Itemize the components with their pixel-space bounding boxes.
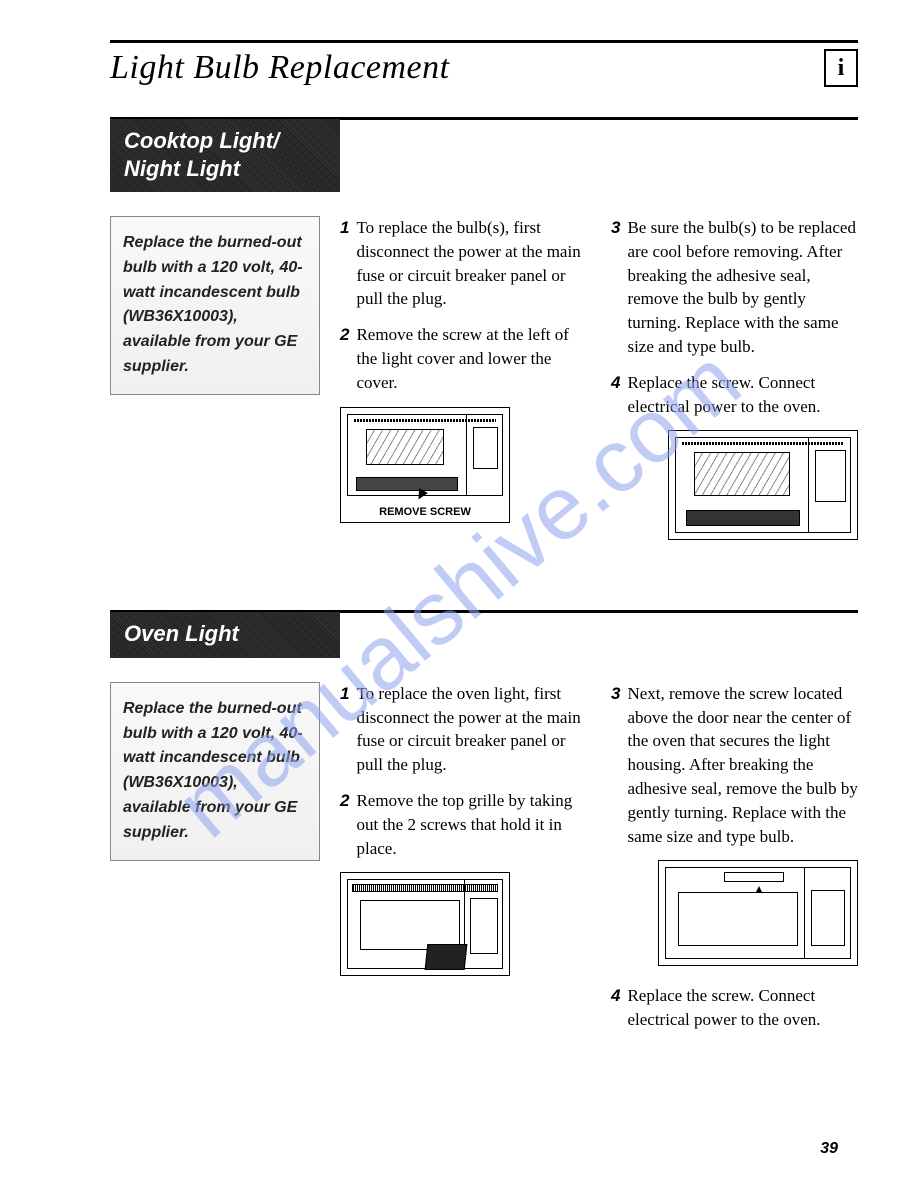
step-3: 3 Next, remove the screw located above t… bbox=[611, 682, 858, 849]
info-icon-glyph: i bbox=[838, 55, 845, 82]
step-num: 1 bbox=[340, 682, 349, 777]
step-text: To replace the oven light, first disconn… bbox=[356, 682, 587, 777]
sidebar: Replace the burned-out bulb with a 120 v… bbox=[110, 216, 320, 550]
section-cooktop: Cooktop Light/ Night Light Replace the b… bbox=[110, 117, 858, 550]
step-text: Remove the screw at the left of the ligh… bbox=[356, 323, 587, 394]
step-num: 4 bbox=[611, 371, 620, 419]
diagram-top-screw bbox=[658, 860, 858, 966]
step-1: 1 To replace the oven light, first disco… bbox=[340, 682, 587, 777]
sidebar: Replace the burned-out bulb with a 120 v… bbox=[110, 682, 320, 1044]
section-body: Replace the burned-out bulb with a 120 v… bbox=[110, 682, 858, 1044]
note-box: Replace the burned-out bulb with a 120 v… bbox=[110, 682, 320, 861]
diagram-caption: REMOVE SCREW bbox=[341, 502, 509, 522]
step-text: Remove the top grille by taking out the … bbox=[356, 789, 587, 860]
page-number: 39 bbox=[820, 1140, 838, 1158]
top-rule bbox=[110, 40, 858, 43]
col-left: 1 To replace the bulb(s), first disconne… bbox=[340, 216, 587, 550]
section-header-cooktop: Cooktop Light/ Night Light bbox=[110, 119, 340, 192]
step-4: 4 Replace the screw. Connect electrical … bbox=[611, 984, 858, 1032]
section-header-oven: Oven Light bbox=[110, 612, 340, 658]
step-num: 4 bbox=[611, 984, 620, 1032]
step-text: Replace the screw. Connect electrical po… bbox=[627, 984, 858, 1032]
col-left: 1 To replace the oven light, first disco… bbox=[340, 682, 587, 1044]
note-box: Replace the burned-out bulb with a 120 v… bbox=[110, 216, 320, 395]
columns: 1 To replace the bulb(s), first disconne… bbox=[340, 216, 858, 550]
diagram-grille bbox=[340, 872, 510, 976]
col-right: 3 Next, remove the screw located above t… bbox=[611, 682, 858, 1044]
section-body: Replace the burned-out bulb with a 120 v… bbox=[110, 216, 858, 550]
diagram-oven-closed bbox=[668, 430, 858, 540]
step-text: Next, remove the screw located above the… bbox=[627, 682, 858, 849]
step-2: 2 Remove the top grille by taking out th… bbox=[340, 789, 587, 860]
diagram-remove-screw: REMOVE SCREW bbox=[340, 407, 510, 523]
step-4: 4 Replace the screw. Connect electrical … bbox=[611, 371, 858, 419]
columns: 1 To replace the oven light, first disco… bbox=[340, 682, 858, 1044]
section-oven-light: Oven Light Replace the burned-out bulb w… bbox=[110, 610, 858, 1044]
step-text: Be sure the bulb(s) to be replaced are c… bbox=[627, 216, 858, 359]
info-icon: i bbox=[824, 49, 858, 87]
header-row: Light Bulb Replacement i bbox=[110, 49, 858, 87]
step-num: 2 bbox=[340, 789, 349, 860]
step-2: 2 Remove the screw at the left of the li… bbox=[340, 323, 587, 394]
step-3: 3 Be sure the bulb(s) to be replaced are… bbox=[611, 216, 858, 359]
page-title: Light Bulb Replacement bbox=[110, 49, 450, 87]
col-right: 3 Be sure the bulb(s) to be replaced are… bbox=[611, 216, 858, 550]
step-text: Replace the screw. Connect electrical po… bbox=[627, 371, 858, 419]
step-text: To replace the bulb(s), first disconnect… bbox=[356, 216, 587, 311]
step-1: 1 To replace the bulb(s), first disconne… bbox=[340, 216, 587, 311]
step-num: 3 bbox=[611, 216, 620, 359]
step-num: 2 bbox=[340, 323, 349, 394]
step-num: 3 bbox=[611, 682, 620, 849]
step-num: 1 bbox=[340, 216, 349, 311]
